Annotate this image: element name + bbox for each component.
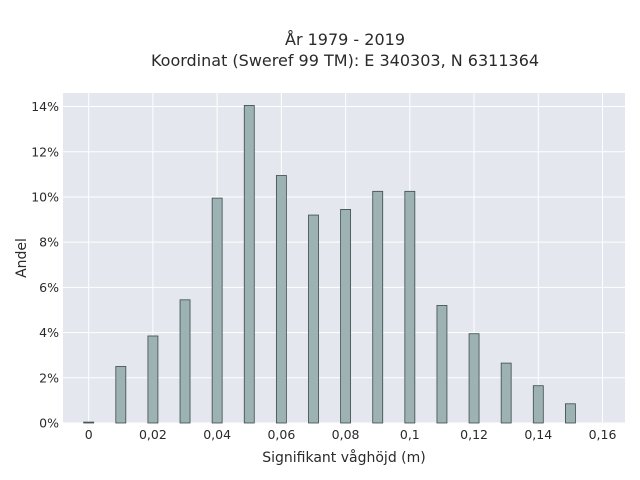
y-tick-label: 10% bbox=[31, 189, 59, 204]
bar bbox=[115, 366, 127, 424]
x-tick-label: 0 bbox=[85, 427, 93, 442]
y-tick-label: 12% bbox=[31, 144, 59, 159]
y-tick-label: 4% bbox=[39, 325, 59, 340]
x-tick-label: 0,06 bbox=[267, 427, 295, 442]
bar bbox=[436, 305, 448, 424]
x-axis-ticks: 0 0,02 0,04 0,06 0,08 0,1 0,12 0,14 0,16 bbox=[85, 427, 617, 442]
chart-title-line-1: År 1979 - 2019 bbox=[285, 30, 405, 49]
chart-title-line-2: Koordinat (Sweref 99 TM): E 340303, N 63… bbox=[151, 51, 539, 70]
bar bbox=[500, 362, 512, 424]
bar bbox=[532, 385, 544, 424]
bar bbox=[340, 209, 352, 424]
bar bbox=[404, 190, 416, 424]
bar bbox=[211, 197, 223, 424]
x-tick-label: 0,04 bbox=[203, 427, 231, 442]
x-axis-label: Signifikant våghöjd (m) bbox=[262, 449, 425, 466]
y-tick-label: 2% bbox=[39, 370, 59, 385]
bar bbox=[468, 333, 480, 424]
bar bbox=[83, 421, 95, 424]
bar bbox=[147, 335, 159, 424]
y-axis-ticks: 0% 2% 4% 6% 8% 10% 12% 14% bbox=[31, 99, 59, 430]
x-tick-label: 0,12 bbox=[460, 427, 488, 442]
bar-series bbox=[83, 105, 576, 424]
bar bbox=[308, 214, 319, 424]
bar bbox=[243, 105, 255, 424]
y-axis-label: Andel bbox=[14, 238, 30, 278]
x-tick-label: 0,1 bbox=[400, 427, 420, 442]
bar bbox=[565, 403, 576, 424]
y-tick-label: 6% bbox=[39, 280, 59, 295]
bar bbox=[372, 190, 384, 424]
bar bbox=[275, 175, 287, 424]
x-tick-label: 0,08 bbox=[332, 427, 360, 442]
x-tick-label: 0,16 bbox=[589, 427, 617, 442]
y-tick-label: 14% bbox=[31, 99, 59, 114]
y-tick-label: 8% bbox=[39, 235, 59, 250]
bar bbox=[179, 299, 191, 424]
y-tick-label: 0% bbox=[39, 416, 59, 431]
x-tick-label: 0,14 bbox=[524, 427, 552, 442]
x-tick-label: 0,02 bbox=[139, 427, 167, 442]
